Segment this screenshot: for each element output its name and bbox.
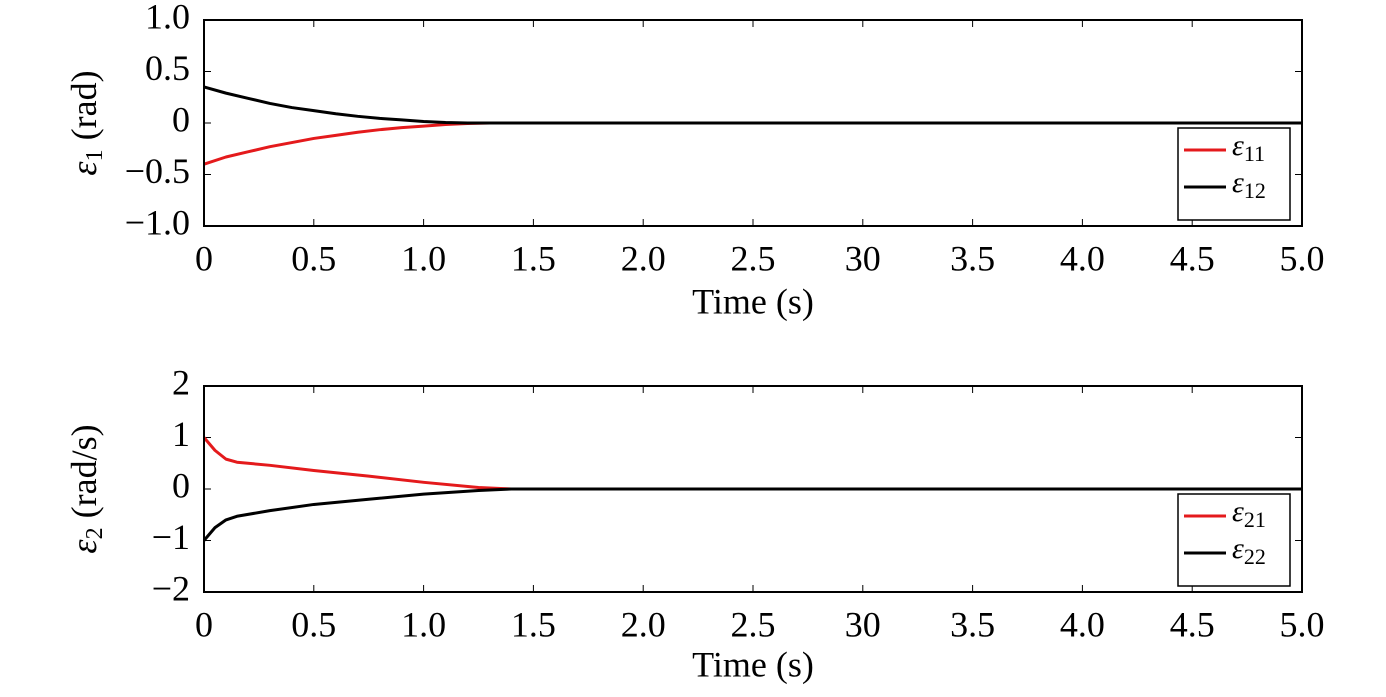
axes-frame (203, 385, 1303, 593)
y-tick-label: 0 (172, 99, 190, 139)
legend-label: ε12 (1232, 166, 1266, 203)
x-tick-label: 0.5 (291, 238, 336, 278)
y-axis-label: ε2 (rad/s) (64, 424, 107, 553)
legend-box (1177, 127, 1291, 221)
legend-label: ε22 (1232, 532, 1266, 569)
x-tick-label: 2.5 (731, 238, 776, 278)
y-tick-label: 0 (172, 465, 190, 505)
x-tick-label: 0.5 (291, 604, 336, 644)
x-tick-label: 3.5 (950, 238, 995, 278)
x-tick-label: 1.0 (401, 604, 446, 644)
x-tick-label: 3.5 (950, 604, 995, 644)
x-tick-label: 5.0 (1280, 604, 1325, 644)
legend-label: ε11 (1232, 129, 1265, 166)
y-axis-label: ε1 (rad) (64, 70, 107, 175)
x-tick-label: 1.5 (511, 238, 556, 278)
y-tick-label: −1.0 (125, 202, 190, 242)
y-tick-label: −0.5 (125, 151, 190, 191)
plot-lines (203, 85, 1302, 166)
data-line (203, 85, 1302, 125)
x-tick-label: 2.0 (621, 604, 666, 644)
data-line (202, 487, 1302, 542)
x-tick-label: 4.5 (1170, 238, 1215, 278)
x-tick-label: 5.0 (1280, 238, 1325, 278)
data-line (202, 436, 1302, 491)
y-tick-label: 1.0 (145, 0, 190, 36)
y-tick-label: −2 (152, 568, 190, 608)
y-tick-label: 2 (172, 362, 190, 402)
x-tick-label: 1.0 (401, 238, 446, 278)
y-tick-label: 1 (172, 414, 190, 454)
legend-box (1177, 493, 1291, 587)
x-tick-label: 4.5 (1170, 604, 1215, 644)
x-tick-label: 30 (845, 238, 881, 278)
y-tick-label: 0.5 (145, 48, 190, 88)
x-tick-label: 2.5 (731, 604, 776, 644)
plot-lines (202, 436, 1302, 542)
x-tick-label: 0 (195, 604, 213, 644)
x-tick-label: 2.0 (621, 238, 666, 278)
x-tick-label: 4.0 (1060, 238, 1105, 278)
x-tick-label: 4.0 (1060, 604, 1105, 644)
data-line (203, 121, 1302, 166)
y-tick-label: −1 (152, 517, 190, 557)
x-tick-label: 1.5 (511, 604, 556, 644)
x-axis-label: Time (s) (692, 644, 814, 684)
x-axis-label: Time (s) (692, 281, 814, 321)
legend-label: ε21 (1232, 495, 1266, 532)
axes-frame (203, 19, 1303, 227)
x-tick-label: 0 (195, 238, 213, 278)
x-tick-label: 30 (845, 604, 881, 644)
